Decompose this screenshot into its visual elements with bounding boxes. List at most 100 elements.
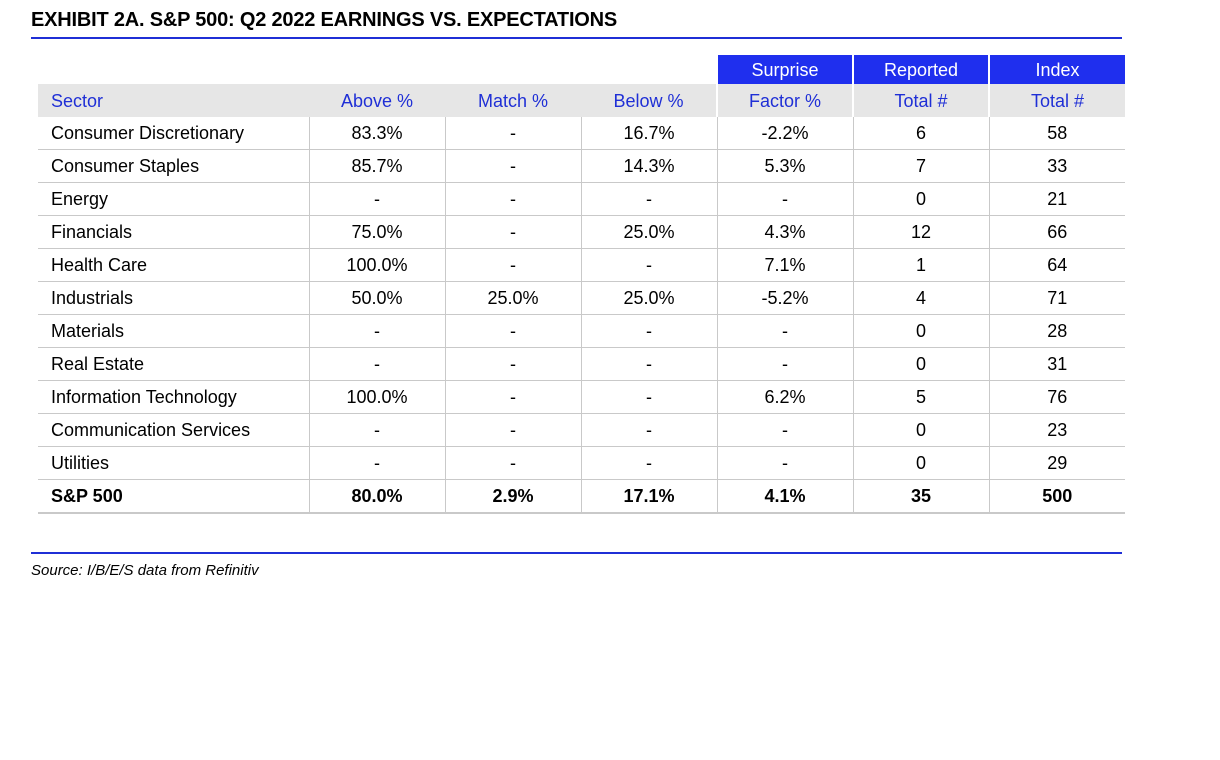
reported-cell: 1	[852, 248, 989, 282]
title-rule	[31, 37, 1122, 39]
total-row: S&P 500 80.0% 2.9% 17.1% 4.1% 35 500	[38, 479, 1125, 514]
above-cell: 83.3%	[308, 117, 445, 150]
source-note: Source: I/B/E/S data from Refinitiv	[31, 562, 259, 579]
total-below-cell: 17.1%	[580, 479, 717, 514]
above-cell: -	[308, 347, 445, 381]
below-cell: -	[580, 446, 717, 480]
table-row: Real Estate - - - -0 31	[38, 347, 1125, 381]
reported-cell: 0	[852, 182, 989, 216]
index-cell: 71	[988, 281, 1125, 315]
table-row: Industrials 50.0% 25.0% 25.0% -5.2% 4 71	[38, 281, 1125, 315]
above-cell: 75.0%	[308, 215, 445, 249]
header-top-reported: Reported	[852, 55, 989, 84]
footer-rule	[31, 552, 1122, 554]
below-cell: -	[580, 248, 717, 282]
index-cell: 21	[988, 182, 1125, 216]
index-cell: 58	[988, 117, 1125, 150]
header-below: Below %	[581, 84, 717, 117]
total-index-cell: 500	[988, 479, 1125, 514]
reported-cell: 0	[852, 413, 989, 447]
sector-cell: Materials	[38, 314, 309, 348]
surprise-cell: -	[716, 314, 853, 348]
header-top-index: Index	[988, 55, 1125, 84]
header-row-top: Surprise Reported Index	[38, 55, 1125, 84]
header-reported-total: Total #	[852, 84, 989, 117]
surprise-cell: -	[716, 347, 853, 381]
surprise-cell: -2.2%	[716, 117, 853, 150]
sector-cell: Financials	[38, 215, 309, 249]
sector-cell: Health Care	[38, 248, 309, 282]
reported-cell: 0	[852, 347, 989, 381]
surprise-cell: 4.3%	[716, 215, 853, 249]
reported-cell: 0	[852, 314, 989, 348]
match-cell: -	[444, 314, 581, 348]
index-cell: 76	[988, 380, 1125, 414]
total-surprise-cell: 4.1%	[716, 479, 853, 514]
sector-cell: Consumer Staples	[38, 149, 309, 183]
below-cell: 25.0%	[580, 215, 717, 249]
index-cell: 64	[988, 248, 1125, 282]
sector-cell: Information Technology	[38, 380, 309, 414]
above-cell: -	[308, 314, 445, 348]
total-sector-cell: S&P 500	[38, 479, 309, 514]
table-row: Consumer Staples 85.7% -14.3% 5.3% 7 33	[38, 149, 1125, 183]
match-cell: -	[444, 446, 581, 480]
header-row: Sector Above % Match % Below % Factor % …	[38, 84, 1125, 117]
header-index-total: Total #	[988, 84, 1125, 117]
reported-cell: 5	[852, 380, 989, 414]
sector-cell: Utilities	[38, 446, 309, 480]
index-cell: 23	[988, 413, 1125, 447]
above-cell: -	[308, 446, 445, 480]
above-cell: 100.0%	[308, 248, 445, 282]
header-top-surprise: Surprise	[716, 55, 853, 84]
below-cell: -	[580, 182, 717, 216]
surprise-cell: 7.1%	[716, 248, 853, 282]
above-cell: -	[308, 182, 445, 216]
total-match-cell: 2.9%	[444, 479, 581, 514]
reported-cell: 6	[852, 117, 989, 150]
match-cell: -	[444, 149, 581, 183]
header-above: Above %	[309, 84, 445, 117]
above-cell: 100.0%	[308, 380, 445, 414]
sector-cell: Communication Services	[38, 413, 309, 447]
header-top-cell	[445, 55, 581, 84]
header-surprise-factor: Factor %	[716, 84, 853, 117]
match-cell: -	[444, 215, 581, 249]
above-cell: 50.0%	[308, 281, 445, 315]
surprise-cell: -	[716, 182, 853, 216]
table-row: Health Care 100.0% - -7.1% 1 64	[38, 248, 1125, 282]
match-cell: -	[444, 380, 581, 414]
exhibit-title: EXHIBIT 2A. S&P 500: Q2 2022 EARNINGS VS…	[31, 9, 618, 31]
table-row: Consumer Discretionary 83.3% -16.7% -2.2% 6 5…	[38, 117, 1125, 150]
reported-cell: 12	[852, 215, 989, 249]
above-cell: -	[308, 413, 445, 447]
match-cell: -	[444, 347, 581, 381]
below-cell: -	[580, 380, 717, 414]
below-cell: 25.0%	[580, 281, 717, 315]
index-cell: 66	[988, 215, 1125, 249]
header-top-cell	[38, 55, 309, 84]
below-cell: 14.3%	[580, 149, 717, 183]
index-cell: 29	[988, 446, 1125, 480]
total-above-cell: 80.0%	[308, 479, 445, 514]
below-cell: -	[580, 314, 717, 348]
surprise-cell: 6.2%	[716, 380, 853, 414]
header-match: Match %	[445, 84, 581, 117]
reported-cell: 7	[852, 149, 989, 183]
match-cell: -	[444, 248, 581, 282]
match-cell: -	[444, 413, 581, 447]
surprise-cell: -5.2%	[716, 281, 853, 315]
reported-cell: 4	[852, 281, 989, 315]
below-cell: -	[580, 413, 717, 447]
sector-cell: Industrials	[38, 281, 309, 315]
sector-cell: Real Estate	[38, 347, 309, 381]
header-sector: Sector	[38, 84, 309, 117]
surprise-cell: 5.3%	[716, 149, 853, 183]
table-row: Financials 75.0% -25.0% 4.3% 12 66	[38, 215, 1125, 249]
earnings-table: Surprise Reported Index Sector Above % M…	[38, 55, 1125, 514]
index-cell: 31	[988, 347, 1125, 381]
header-top-cell	[581, 55, 717, 84]
below-cell: -	[580, 347, 717, 381]
total-reported-cell: 35	[852, 479, 989, 514]
surprise-cell: -	[716, 413, 853, 447]
